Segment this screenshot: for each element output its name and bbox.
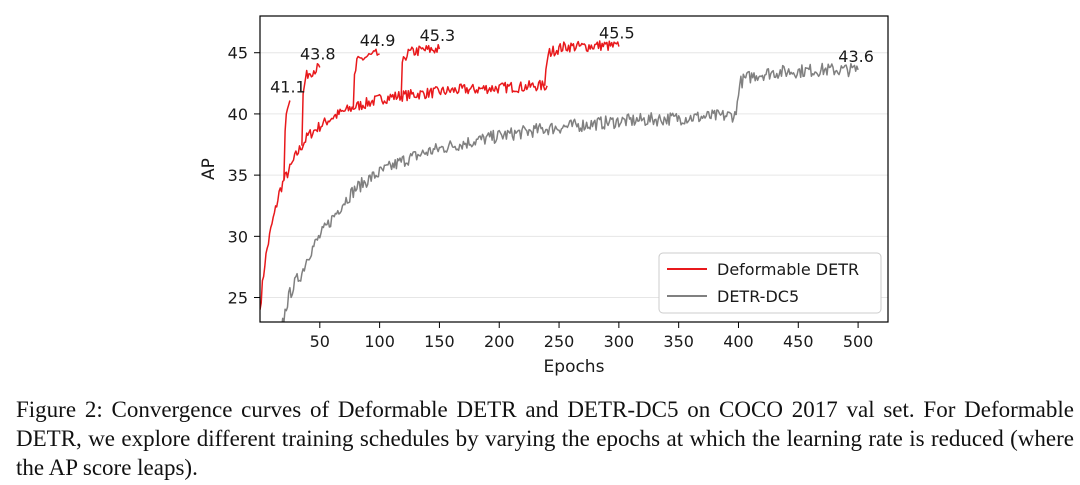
plot-frame bbox=[259, 15, 889, 323]
convergence-chart: 50 100 150 200 250 300 350 400 450 500 25 30 35 40 45… bbox=[199, 15, 889, 377]
x-axis-label: Epochs bbox=[544, 357, 605, 377]
x-tick-label: 400 bbox=[723, 332, 754, 351]
x-tick-label: 50 bbox=[310, 332, 330, 351]
annotation-label: 45.5 bbox=[599, 24, 635, 43]
y-tick-label: 25 bbox=[228, 289, 248, 308]
peak-annotations: 41.1 43.8 44.9 45.3 45.5 43.6 bbox=[270, 24, 874, 97]
y-tick-label: 45 bbox=[228, 44, 248, 63]
legend-box bbox=[658, 252, 882, 314]
annotation-label: 44.9 bbox=[360, 31, 396, 50]
series-line-detr-dc5-0 bbox=[281, 109, 737, 322]
annotation-label: 43.6 bbox=[838, 47, 874, 66]
x-tick-label: 300 bbox=[604, 332, 635, 351]
x-tick-label: 200 bbox=[484, 332, 515, 351]
series-line-deformable-detr-4 bbox=[400, 43, 441, 97]
series-line-deformable-detr-3 bbox=[352, 48, 380, 108]
series-line-deformable-detr-2 bbox=[301, 62, 321, 146]
y-tick-label: 40 bbox=[228, 105, 248, 124]
y-axis-label: AP bbox=[199, 158, 219, 180]
series-line-detr-dc5-1 bbox=[735, 62, 859, 116]
series-line-deformable-detr-0 bbox=[260, 79, 548, 310]
legend: Deformable DETR DETR-DC5 bbox=[658, 252, 882, 314]
y-tick-label: 35 bbox=[228, 166, 248, 185]
x-tick-label: 150 bbox=[424, 332, 455, 351]
x-tick-label: 450 bbox=[783, 332, 814, 351]
annotation-label: 43.8 bbox=[300, 44, 336, 63]
x-tick-label: 250 bbox=[544, 332, 575, 351]
x-tick-label: 350 bbox=[663, 332, 694, 351]
y-tick-label: 30 bbox=[228, 227, 248, 246]
series-line-deformable-detr-5 bbox=[543, 40, 620, 86]
x-tick-label: 100 bbox=[364, 332, 395, 351]
x-tick-label: 500 bbox=[843, 332, 874, 351]
annotation-label: 41.1 bbox=[270, 77, 306, 96]
plot-area bbox=[260, 40, 859, 322]
x-axis-ticks: 50 100 150 200 250 300 350 400 450 500 bbox=[310, 322, 874, 351]
legend-label-detr-dc5: DETR-DC5 bbox=[717, 287, 799, 306]
series-line-deformable-detr-1 bbox=[283, 100, 291, 181]
figure-caption: Figure 2: Convergence curves of Deformab… bbox=[16, 397, 1074, 480]
y-axis-ticks: 25 30 35 40 45 bbox=[228, 44, 260, 308]
annotation-label: 45.3 bbox=[420, 26, 456, 45]
legend-label-deformable-detr: Deformable DETR bbox=[717, 260, 859, 279]
